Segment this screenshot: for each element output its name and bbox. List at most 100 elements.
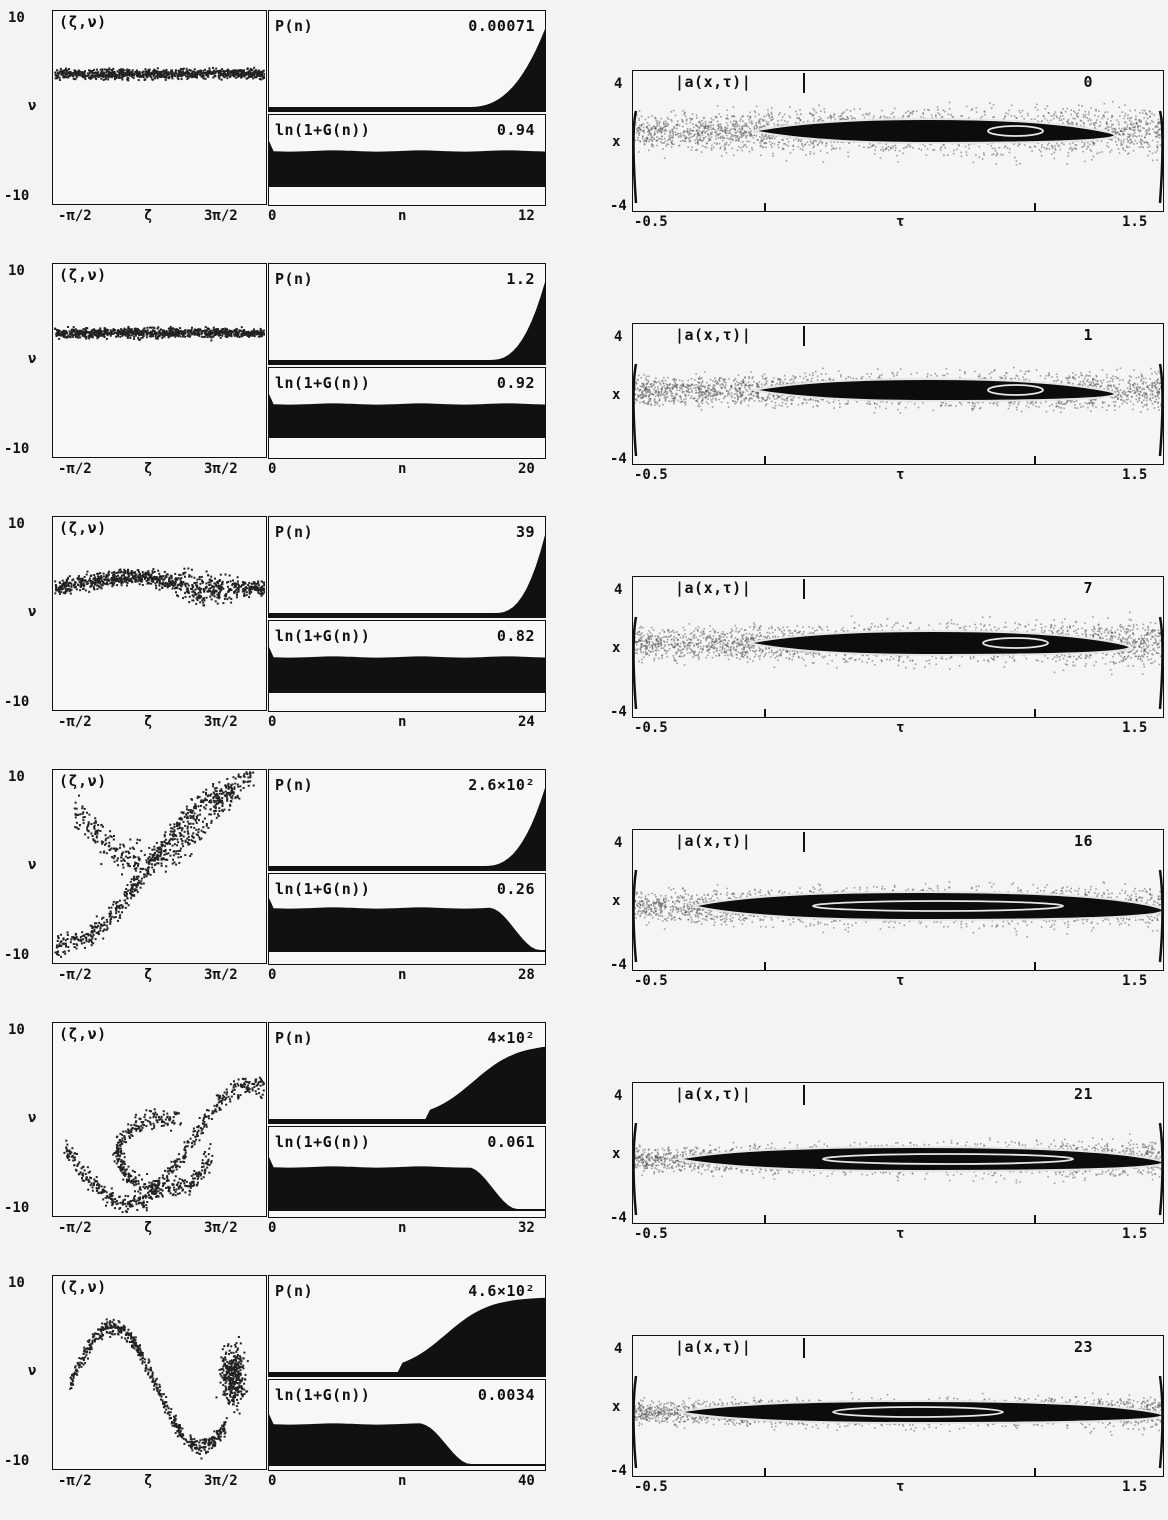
amplitude-y-top-label: 4 (614, 329, 622, 345)
amplitude-y-bottom-label: -4 (610, 704, 627, 720)
amplitude-y-bottom-label: -4 (610, 957, 627, 973)
amplitude-density (633, 324, 1163, 464)
phase-x-left-label: -π/2 (58, 208, 92, 224)
amplitude-density (633, 1336, 1163, 1476)
phase-x-mid-label: ζ (144, 967, 152, 983)
amplitude-x-tick (1034, 456, 1036, 465)
g-n-curve (269, 1127, 545, 1217)
amplitude-x-tick (764, 1468, 766, 1477)
phase-y-label: ν (28, 351, 36, 367)
phase-x-right-label: 3π/2 (204, 714, 238, 730)
phase-y-top-label: 10 (8, 1275, 25, 1291)
p-n-panel: P(n)1.2 (268, 263, 546, 365)
amplitude-density (633, 577, 1163, 717)
n-x-max-label: 28 (518, 967, 535, 983)
amplitude-y-label: x (612, 134, 620, 150)
amplitude-y-label: x (612, 1399, 620, 1415)
g-n-panel: ln(1+G(n))0.26 (268, 873, 546, 965)
amplitude-x-left-label: -0.5 (634, 973, 668, 989)
n-x-max-label: 24 (518, 714, 535, 730)
n-x-mid-label: n (398, 208, 406, 224)
amplitude-x-right-label: 1.5 (1122, 214, 1147, 230)
amplitude-x-right-label: 1.5 (1122, 1226, 1147, 1242)
phase-y-label: ν (28, 1363, 36, 1379)
phase-space-panel: (ζ,ν) (52, 1022, 267, 1217)
phase-y-top-label: 10 (8, 769, 25, 785)
n-x-mid-label: n (398, 1220, 406, 1236)
phase-y-top-label: 10 (8, 263, 25, 279)
phase-x-mid-label: ζ (144, 1220, 152, 1236)
phase-space-scatter (53, 1276, 265, 1468)
g-n-curve (269, 115, 545, 205)
phase-space-panel: (ζ,ν) (52, 10, 267, 205)
amplitude-y-bottom-label: -4 (610, 451, 627, 467)
phase-y-bottom-label: -10 (4, 1453, 29, 1469)
amplitude-y-label: x (612, 1146, 620, 1162)
phase-x-mid-label: ζ (144, 461, 152, 477)
amplitude-x-tick (764, 962, 766, 971)
g-n-curve (269, 874, 545, 964)
amplitude-y-label: x (612, 640, 620, 656)
amplitude-y-label: x (612, 893, 620, 909)
amplitude-x-tick (1034, 962, 1036, 971)
phase-space-scatter (53, 264, 265, 456)
n-x-left-label: 0 (268, 461, 276, 477)
n-x-left-label: 0 (268, 714, 276, 730)
amplitude-x-tick (764, 456, 766, 465)
n-x-max-label: 12 (518, 208, 535, 224)
n-x-left-label: 0 (268, 1473, 276, 1489)
phase-y-label: ν (28, 857, 36, 873)
p-n-panel: P(n)4.6×10² (268, 1275, 546, 1377)
phase-x-right-label: 3π/2 (204, 1220, 238, 1236)
phase-space-scatter (53, 770, 265, 962)
phase-x-right-label: 3π/2 (204, 208, 238, 224)
phase-y-bottom-label: -10 (4, 1200, 29, 1216)
phase-x-mid-label: ζ (144, 714, 152, 730)
amplitude-y-bottom-label: -4 (610, 198, 627, 214)
phase-space-panel: (ζ,ν) (52, 263, 267, 458)
g-n-panel: ln(1+G(n))0.92 (268, 367, 546, 459)
amplitude-x-left-label: -0.5 (634, 467, 668, 483)
phase-y-bottom-label: -10 (4, 694, 29, 710)
p-n-curve (269, 11, 545, 111)
phase-space-scatter (53, 1023, 265, 1215)
p-n-curve (269, 770, 545, 870)
n-x-mid-label: n (398, 714, 406, 730)
n-x-mid-label: n (398, 1473, 406, 1489)
amplitude-panel: |a(x,τ)|1 (632, 323, 1164, 465)
g-n-curve (269, 1380, 545, 1470)
phase-y-top-label: 10 (8, 516, 25, 532)
amplitude-x-left-label: -0.5 (634, 214, 668, 230)
phase-space-panel: (ζ,ν) (52, 516, 267, 711)
amplitude-x-mid-label: τ (896, 973, 904, 989)
amplitude-x-left-label: -0.5 (634, 720, 668, 736)
amplitude-x-mid-label: τ (896, 1479, 904, 1495)
g-n-panel: ln(1+G(n))0.82 (268, 620, 546, 712)
phase-x-left-label: -π/2 (58, 967, 92, 983)
n-x-left-label: 0 (268, 1220, 276, 1236)
amplitude-x-right-label: 1.5 (1122, 467, 1147, 483)
g-n-panel: ln(1+G(n))0.0034 (268, 1379, 546, 1471)
p-n-panel: P(n)39 (268, 516, 546, 618)
amplitude-y-top-label: 4 (614, 1341, 622, 1357)
amplitude-x-tick (764, 1215, 766, 1224)
amplitude-density (633, 830, 1163, 970)
g-n-curve (269, 621, 545, 711)
phase-y-bottom-label: -10 (4, 441, 29, 457)
phase-x-mid-label: ζ (144, 1473, 152, 1489)
n-x-left-label: 0 (268, 967, 276, 983)
n-x-max-label: 32 (518, 1220, 535, 1236)
amplitude-x-tick (1034, 203, 1036, 212)
phase-x-left-label: -π/2 (58, 461, 92, 477)
amplitude-x-mid-label: τ (896, 720, 904, 736)
amplitude-panel: |a(x,τ)|0 (632, 70, 1164, 212)
amplitude-x-tick (764, 709, 766, 718)
g-n-panel: ln(1+G(n))0.061 (268, 1126, 546, 1218)
